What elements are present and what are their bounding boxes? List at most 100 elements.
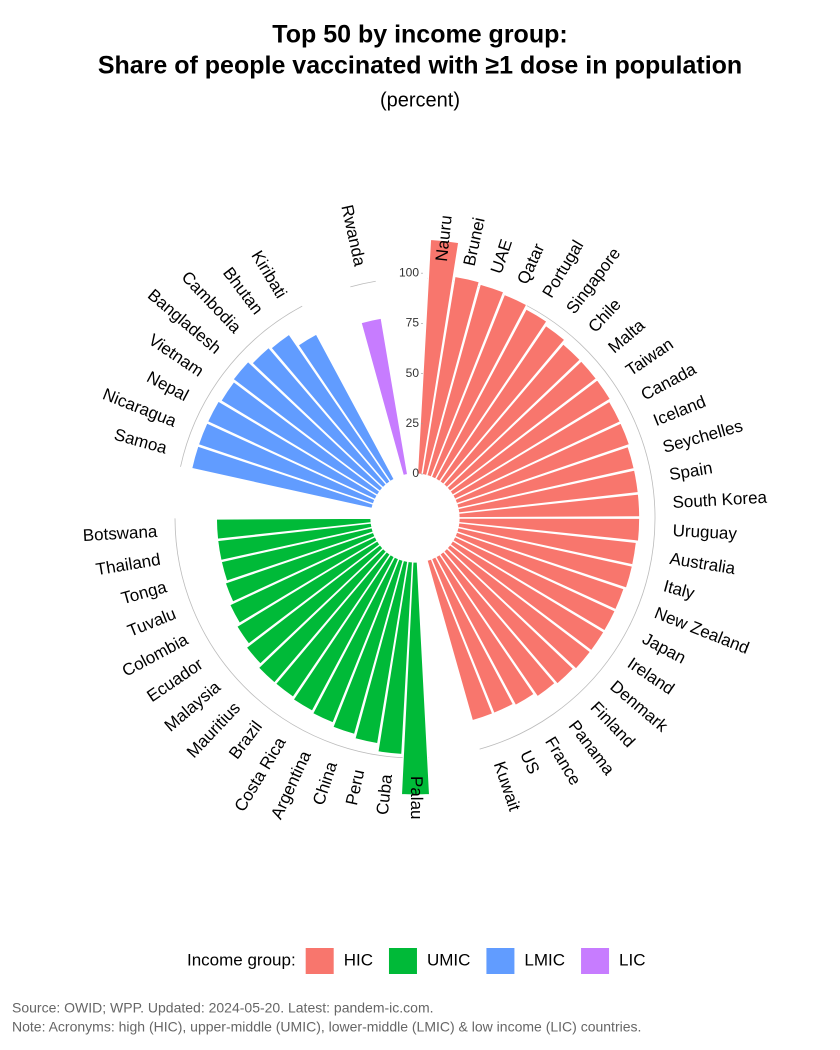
bar bbox=[456, 526, 634, 589]
bar bbox=[190, 445, 374, 510]
bar bbox=[426, 558, 494, 722]
bar bbox=[451, 535, 616, 632]
category-label: Australia bbox=[668, 549, 737, 578]
bar bbox=[421, 275, 481, 477]
legend-swatch bbox=[388, 948, 417, 974]
category-label: Spain bbox=[668, 458, 714, 484]
legend-title: Income group: bbox=[187, 950, 296, 969]
bar bbox=[457, 522, 638, 566]
category-label: Brunei bbox=[460, 216, 489, 268]
bar bbox=[430, 556, 515, 715]
bar bbox=[446, 360, 598, 493]
group-arc bbox=[427, 277, 656, 750]
chart-subtitle: Share of people vaccinated with ≥1 dose … bbox=[98, 52, 742, 80]
bar bbox=[216, 522, 373, 562]
bar bbox=[458, 517, 641, 542]
category-label: Nepal bbox=[144, 368, 192, 406]
bar bbox=[458, 493, 641, 519]
bar bbox=[235, 540, 381, 645]
bar bbox=[215, 517, 372, 540]
bar bbox=[220, 380, 381, 497]
bar bbox=[454, 531, 625, 611]
category-label: South Korea bbox=[672, 488, 768, 512]
bar bbox=[297, 333, 396, 483]
bar bbox=[232, 360, 384, 493]
y-tick-label: 0 bbox=[412, 466, 419, 480]
bar bbox=[245, 543, 384, 665]
bar bbox=[451, 400, 622, 501]
category-label: Botswana bbox=[82, 522, 158, 545]
group-arcs bbox=[174, 277, 656, 759]
chart-title: Top 50 by income group: bbox=[272, 21, 567, 49]
y-tick-label: 100 bbox=[399, 265, 419, 279]
bar bbox=[251, 346, 388, 489]
bar bbox=[197, 422, 376, 505]
category-label: Nauru bbox=[432, 214, 456, 262]
bar bbox=[292, 553, 396, 712]
bar bbox=[457, 469, 639, 514]
category-label: Rwanda bbox=[337, 203, 369, 269]
category-label: US bbox=[516, 748, 543, 777]
category-label: Palau bbox=[407, 776, 426, 820]
category-label: UAE bbox=[487, 237, 516, 276]
category-label: Samoa bbox=[112, 425, 170, 458]
bar bbox=[434, 308, 548, 483]
category-label: Iceland bbox=[651, 392, 709, 430]
legend-label: UMIC bbox=[427, 950, 470, 969]
bar bbox=[455, 445, 635, 510]
bars bbox=[190, 238, 641, 796]
bar bbox=[257, 547, 388, 684]
bar bbox=[220, 526, 375, 582]
legend-label: HIC bbox=[344, 950, 373, 969]
bar bbox=[442, 343, 582, 489]
bar bbox=[206, 400, 379, 501]
bar bbox=[377, 560, 414, 756]
unit-label: (percent) bbox=[380, 89, 460, 111]
bar bbox=[400, 561, 431, 796]
bar bbox=[449, 378, 612, 496]
bar bbox=[426, 283, 505, 478]
bar bbox=[224, 531, 376, 603]
note: Note: Acronyms: high (HIC), upper-middle… bbox=[12, 1019, 641, 1035]
category-label: Thailand bbox=[94, 550, 161, 579]
bar bbox=[228, 535, 379, 625]
group-arc bbox=[350, 280, 376, 288]
category-label: China bbox=[309, 759, 341, 808]
bar bbox=[430, 293, 528, 480]
bar bbox=[442, 547, 575, 685]
category-label: Italy bbox=[661, 576, 697, 603]
bar bbox=[416, 238, 460, 476]
category-label: Peru bbox=[342, 768, 368, 807]
legend-swatch bbox=[486, 948, 515, 974]
bar bbox=[354, 559, 409, 745]
category-label: Cuba bbox=[373, 773, 396, 816]
group-arc bbox=[174, 518, 429, 759]
legend-label: LIC bbox=[619, 950, 645, 969]
bar bbox=[454, 422, 631, 505]
bar bbox=[438, 324, 566, 486]
y-tick-label: 25 bbox=[406, 416, 420, 430]
bar bbox=[439, 550, 556, 698]
bar bbox=[274, 550, 392, 699]
bar bbox=[449, 539, 605, 652]
y-tick-label: 50 bbox=[406, 366, 420, 380]
source: Source: OWID; WPP. Updated: 2024-05-20. … bbox=[12, 1000, 434, 1016]
category-label: Uruguay bbox=[672, 521, 738, 543]
legend-swatch bbox=[305, 948, 334, 974]
legend: Income group: HIC UMIC LMIC LIC bbox=[187, 948, 646, 974]
category-label: Tuvalu bbox=[125, 604, 179, 640]
legend-label: LMIC bbox=[524, 950, 565, 969]
group-arc bbox=[180, 305, 303, 467]
bar bbox=[446, 543, 592, 670]
bar bbox=[434, 553, 535, 707]
category-label: Qatar bbox=[513, 240, 548, 287]
y-tick-label: 75 bbox=[406, 316, 420, 330]
bar bbox=[360, 317, 409, 477]
legend-swatch bbox=[581, 948, 610, 974]
category-label: Tonga bbox=[119, 577, 169, 608]
bar bbox=[311, 556, 400, 724]
bar bbox=[270, 333, 391, 486]
category-label: Kuwait bbox=[490, 759, 524, 814]
bar bbox=[332, 558, 404, 736]
